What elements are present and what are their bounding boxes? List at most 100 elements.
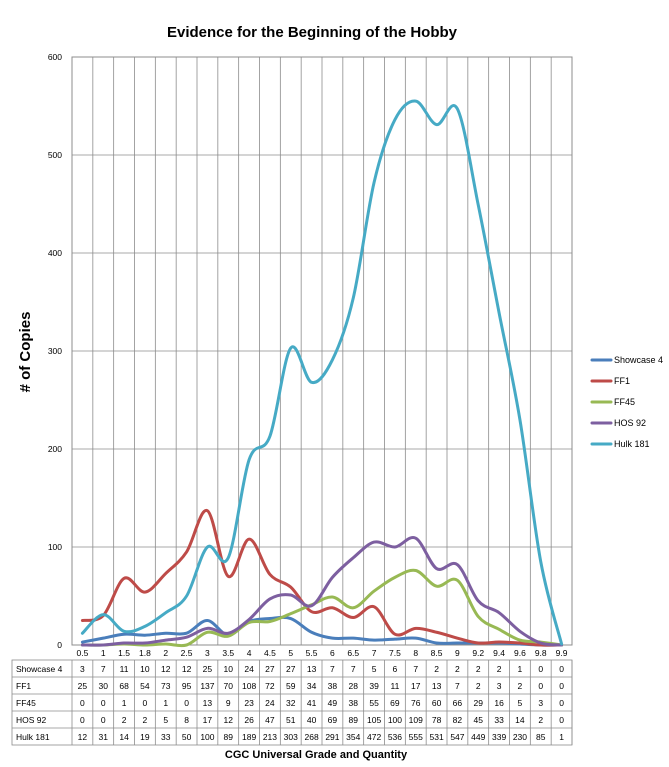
- table-cell: 55: [369, 698, 379, 708]
- x-tick-label: 9: [455, 648, 460, 658]
- table-cell: 3: [80, 664, 85, 674]
- table-cell: 12: [224, 715, 234, 725]
- table-cell: 100: [388, 715, 402, 725]
- table-cell: 0: [101, 698, 106, 708]
- table-cell: 68: [119, 681, 129, 691]
- table-cell: 78: [432, 715, 442, 725]
- x-axis-label: CGC Universal Grade and Quantity: [225, 749, 408, 761]
- x-tick-label: 1.8: [139, 648, 151, 658]
- table-cell: 105: [367, 715, 381, 725]
- legend-entry: Hulk 181: [614, 439, 650, 449]
- table-cell: 17: [411, 681, 421, 691]
- table-cell: 13: [203, 698, 213, 708]
- table-cell: 23: [244, 698, 254, 708]
- legend-entry: FF45: [614, 397, 635, 407]
- table-row-header: Showcase 4: [16, 664, 63, 674]
- series-line-hulk-181: [80, 99, 564, 646]
- table-cell: 50: [182, 732, 192, 742]
- table-cell: 38: [349, 698, 359, 708]
- table-cell: 26: [244, 715, 254, 725]
- table-cell: 6: [393, 664, 398, 674]
- legend-entry: FF1: [614, 376, 630, 386]
- table-cell: 3: [497, 681, 502, 691]
- table-cell: 25: [78, 681, 88, 691]
- table-cell: 7: [101, 664, 106, 674]
- table-cell: 0: [80, 698, 85, 708]
- table-cell: 0: [101, 715, 106, 725]
- table-cell: 69: [328, 715, 338, 725]
- table-cell: 85: [536, 732, 546, 742]
- table-cell: 33: [161, 732, 171, 742]
- table-cell: 34: [307, 681, 317, 691]
- x-tick-label: 5.5: [306, 648, 318, 658]
- table-cell: 31: [99, 732, 109, 742]
- table-cell: 8: [184, 715, 189, 725]
- table-cell: 291: [325, 732, 339, 742]
- table-cell: 7: [413, 664, 418, 674]
- table-cell: 32: [286, 698, 296, 708]
- x-tick-label: 8: [413, 648, 418, 658]
- table-cell: 29: [474, 698, 484, 708]
- table-cell: 70: [224, 681, 234, 691]
- table-cell: 2: [476, 681, 481, 691]
- series-line-ff45: [80, 568, 564, 648]
- table-cell: 449: [471, 732, 485, 742]
- table-cell: 531: [429, 732, 443, 742]
- table-cell: 41: [307, 698, 317, 708]
- table-cell: 137: [200, 681, 214, 691]
- table-cell: 0: [184, 698, 189, 708]
- table-cell: 2: [434, 664, 439, 674]
- data-table: Showcase 4 3 7 11 10 12 12 25 10 24 27 27 13 7 7 5 6 7 2 2 2…: [11, 659, 573, 746]
- table-cell: 230: [513, 732, 527, 742]
- x-tick-label: 3.5: [222, 648, 234, 658]
- table-cell: 2: [518, 681, 523, 691]
- series-line-ff1: [80, 509, 564, 647]
- table-cell: 1: [559, 732, 564, 742]
- y-tick-label: 500: [48, 150, 62, 160]
- legend-entry: HOS 92: [614, 418, 646, 428]
- table-cell: 66: [453, 698, 463, 708]
- x-tick-label: 9.8: [535, 648, 547, 658]
- table-cell: 100: [200, 732, 214, 742]
- x-tick-label: 2: [163, 648, 168, 658]
- table-cell: 95: [182, 681, 192, 691]
- table-cell: 268: [304, 732, 318, 742]
- x-tick-label: 1.5: [118, 648, 130, 658]
- table-cell: 0: [80, 715, 85, 725]
- x-tick-label: 9.4: [493, 648, 505, 658]
- table-cell: 30: [99, 681, 109, 691]
- table-cell: 9: [226, 698, 231, 708]
- table-cell: 536: [388, 732, 402, 742]
- table-cell: 45: [474, 715, 484, 725]
- table-cell: 3: [538, 698, 543, 708]
- table-cell: 33: [494, 715, 504, 725]
- table-cell: 82: [453, 715, 463, 725]
- table-cell: 472: [367, 732, 381, 742]
- legend-entry: Showcase 4: [614, 355, 663, 365]
- table-cell: 5: [518, 698, 523, 708]
- table-row-header: Hulk 181: [16, 732, 50, 742]
- table-cell: 25: [203, 664, 213, 674]
- x-tick-label: 4: [247, 648, 252, 658]
- table-cell: 189: [242, 732, 256, 742]
- table-cell: 13: [432, 681, 442, 691]
- table-cell: 109: [409, 715, 423, 725]
- table-cell: 27: [286, 664, 296, 674]
- table-cell: 14: [515, 715, 525, 725]
- y-tick-label: 100: [48, 542, 62, 552]
- table-cell: 555: [409, 732, 423, 742]
- y-tick-label: 300: [48, 346, 62, 356]
- table-cell: 2: [122, 715, 127, 725]
- table-cell: 7: [351, 664, 356, 674]
- x-tick-label: 9.9: [556, 648, 568, 658]
- table-cell: 0: [559, 664, 564, 674]
- table-cell: 24: [244, 664, 254, 674]
- table-cell: 10: [140, 664, 150, 674]
- table-cell: 12: [182, 664, 192, 674]
- table-cell: 13: [307, 664, 317, 674]
- x-tick-label: 3: [205, 648, 210, 658]
- table-row-header: FF1: [16, 681, 31, 691]
- table-cell: 7: [330, 664, 335, 674]
- y-axis-ticks: 0 100 200 300 400 500 600: [48, 52, 62, 650]
- table-cell: 47: [265, 715, 275, 725]
